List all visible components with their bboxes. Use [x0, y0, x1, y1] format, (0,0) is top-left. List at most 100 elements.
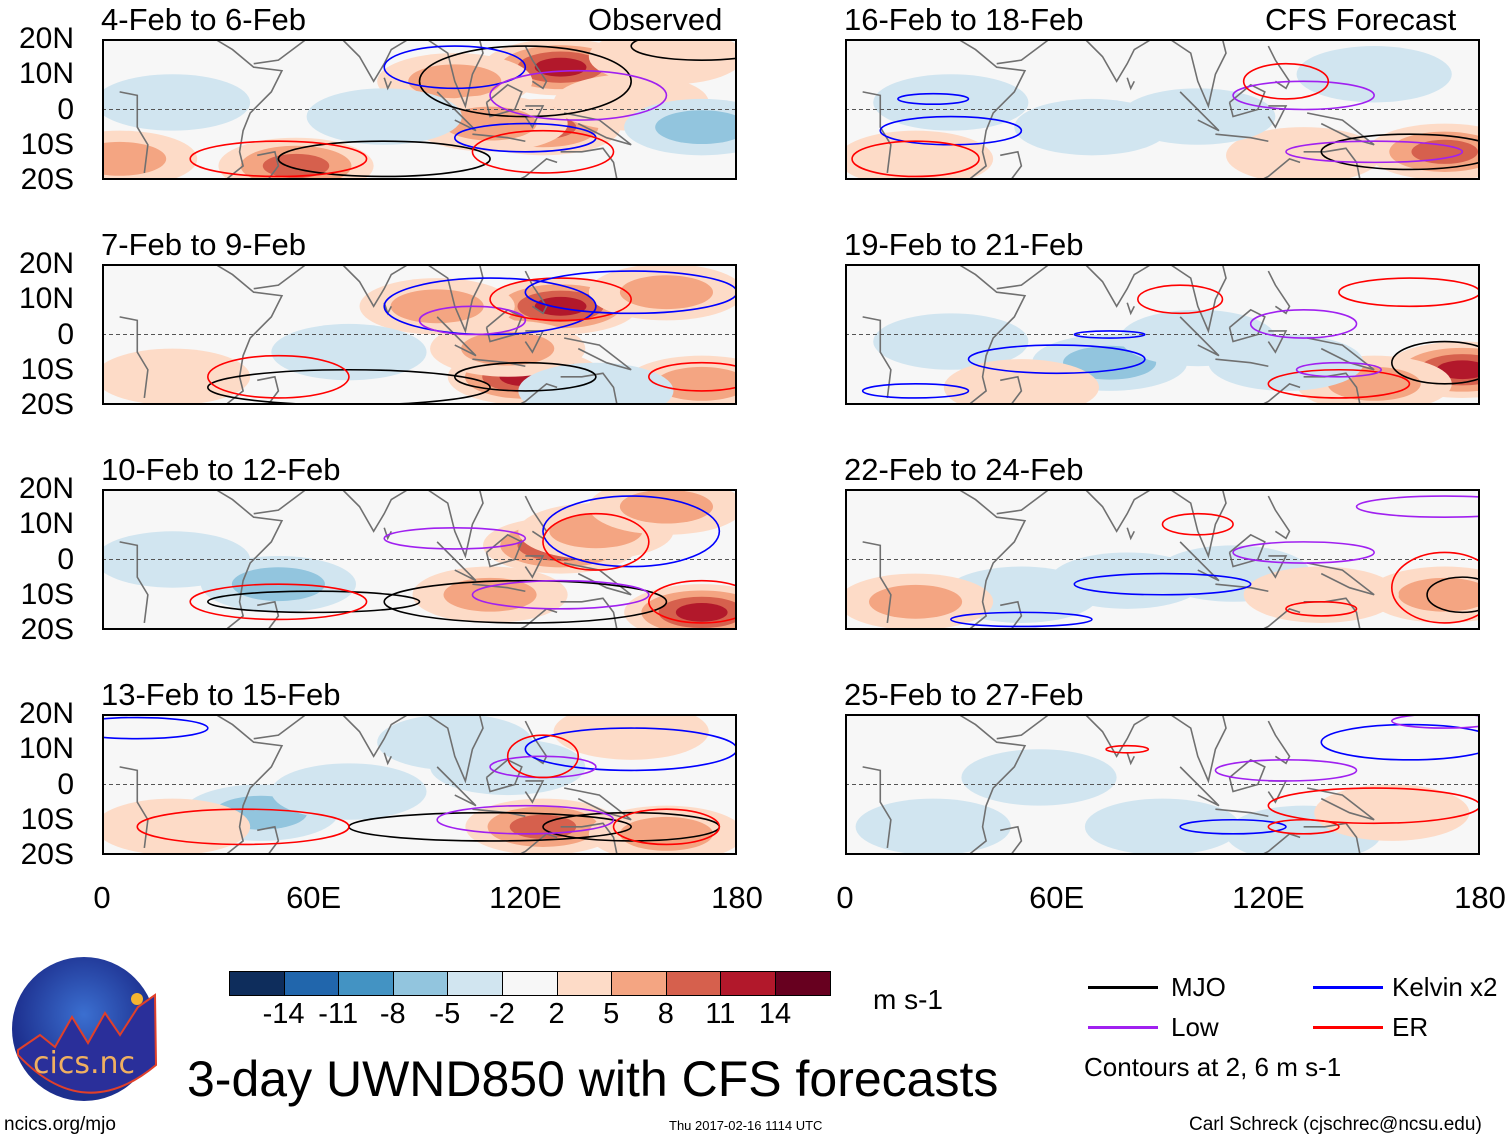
coastline — [996, 264, 1051, 290]
er-contour — [506, 734, 580, 779]
panel-frame — [845, 489, 1480, 630]
coastline — [253, 39, 308, 65]
coastline — [1169, 264, 1227, 334]
panel-frame — [102, 489, 737, 630]
lat-tick-label: 10S — [20, 127, 74, 161]
lat-tick-label: 10S — [20, 352, 74, 386]
coastline — [862, 316, 892, 399]
lat-tick-label: 20N — [18, 472, 74, 505]
coastline — [845, 264, 1027, 405]
wind-anomaly-shading — [1296, 46, 1452, 103]
wind-anomaly-shading — [443, 577, 537, 612]
wind-anomaly-shading — [1243, 566, 1399, 623]
wind-anomaly-shading — [534, 296, 587, 316]
low-contour — [1355, 495, 1480, 518]
mjo-contour — [277, 140, 491, 178]
kelvin-contour — [950, 611, 1093, 628]
colorbar-label: 14 — [758, 998, 792, 1030]
map-panel — [102, 714, 737, 855]
coastline — [257, 825, 280, 855]
coastline — [996, 489, 1051, 515]
panel-title: 16-Feb to 18-Feb — [844, 2, 1084, 37]
coastline — [862, 766, 892, 849]
coastline — [1228, 308, 1266, 343]
observed-label: Observed — [588, 2, 723, 37]
low-contour — [1214, 759, 1358, 782]
legend-er-line — [1313, 1026, 1383, 1029]
colorbar-swatch — [612, 972, 667, 995]
er-contour — [1391, 551, 1480, 624]
kelvin-contour — [524, 270, 737, 315]
coastline — [1259, 607, 1301, 630]
legend-er: ER — [1392, 1012, 1429, 1042]
coastline — [1000, 600, 1023, 630]
coastline — [102, 264, 284, 405]
low-contour — [383, 526, 527, 550]
source-url[interactable]: ncics.org/mjo — [4, 1114, 116, 1135]
er-contour — [189, 140, 368, 178]
mjo-contour — [630, 39, 737, 61]
kelvin-contour — [102, 716, 209, 740]
coastline — [1000, 825, 1023, 855]
colorbar-label: -2 — [489, 998, 515, 1030]
coastline — [560, 822, 618, 855]
wind-anomaly-shading — [102, 348, 251, 405]
low-contour — [1232, 80, 1375, 111]
kelvin-contour — [383, 45, 527, 90]
lon-tick-label: 0 — [836, 880, 854, 915]
wind-anomaly-shading — [1084, 798, 1241, 855]
colorbar-label: -8 — [379, 998, 406, 1030]
coastline — [436, 541, 477, 582]
er-contour — [1137, 284, 1224, 315]
panel-frame — [845, 264, 1480, 405]
wind-anomaly-shading — [1411, 139, 1478, 164]
coastline — [1306, 787, 1375, 821]
low-contour — [1295, 361, 1383, 378]
mjo-contour — [453, 361, 597, 392]
er-contour — [1338, 277, 1480, 308]
lat-tick-label: 10N — [18, 507, 74, 541]
lat-tick-label: 10N — [18, 282, 74, 316]
coastline — [560, 147, 618, 180]
colorbar-swatch — [230, 972, 285, 995]
wind-anomaly-shading — [102, 798, 251, 855]
coastline — [1126, 752, 1135, 766]
lon-tick-label: 60E — [1029, 880, 1085, 915]
coastline — [472, 583, 526, 593]
lat-tick-label: 20N — [18, 22, 74, 55]
coastline — [341, 264, 410, 308]
coastline — [102, 489, 284, 630]
coastline — [1306, 112, 1375, 146]
mjo-contour — [207, 590, 421, 614]
er-contour — [1105, 744, 1150, 754]
coastline — [524, 330, 545, 354]
colorbar-swatch — [393, 972, 449, 995]
coastline — [563, 337, 632, 371]
coastline — [845, 489, 1027, 630]
coastline — [524, 555, 545, 579]
coastline — [1228, 758, 1266, 793]
lat-tick-label: 20S — [20, 613, 74, 646]
er-contour — [1267, 787, 1480, 825]
coastline — [257, 150, 280, 180]
wind-anomaly-shading — [461, 331, 555, 366]
lat-tick-label: 20N — [18, 697, 74, 730]
wind-anomaly-shading — [619, 275, 714, 310]
coastline — [341, 714, 410, 758]
er-contour — [612, 808, 721, 846]
coastline — [1000, 150, 1023, 180]
colorbar-swatch — [448, 972, 503, 995]
er-contour — [207, 354, 350, 399]
lat-tick-label: 0 — [57, 542, 74, 576]
coastline — [1126, 527, 1135, 541]
coastline — [253, 489, 308, 515]
legend-mjo-line — [1088, 986, 1158, 989]
lat-tick-label: 10S — [20, 802, 74, 836]
coastline — [1126, 77, 1135, 91]
coastline — [845, 714, 1027, 855]
coastline — [485, 533, 523, 568]
colorbar-label: -14 — [262, 998, 305, 1030]
author: Carl Schreck (cjschrec@ncsu.edu) — [1189, 1114, 1482, 1135]
mjo-contour — [383, 579, 668, 624]
map-panel — [845, 489, 1480, 630]
